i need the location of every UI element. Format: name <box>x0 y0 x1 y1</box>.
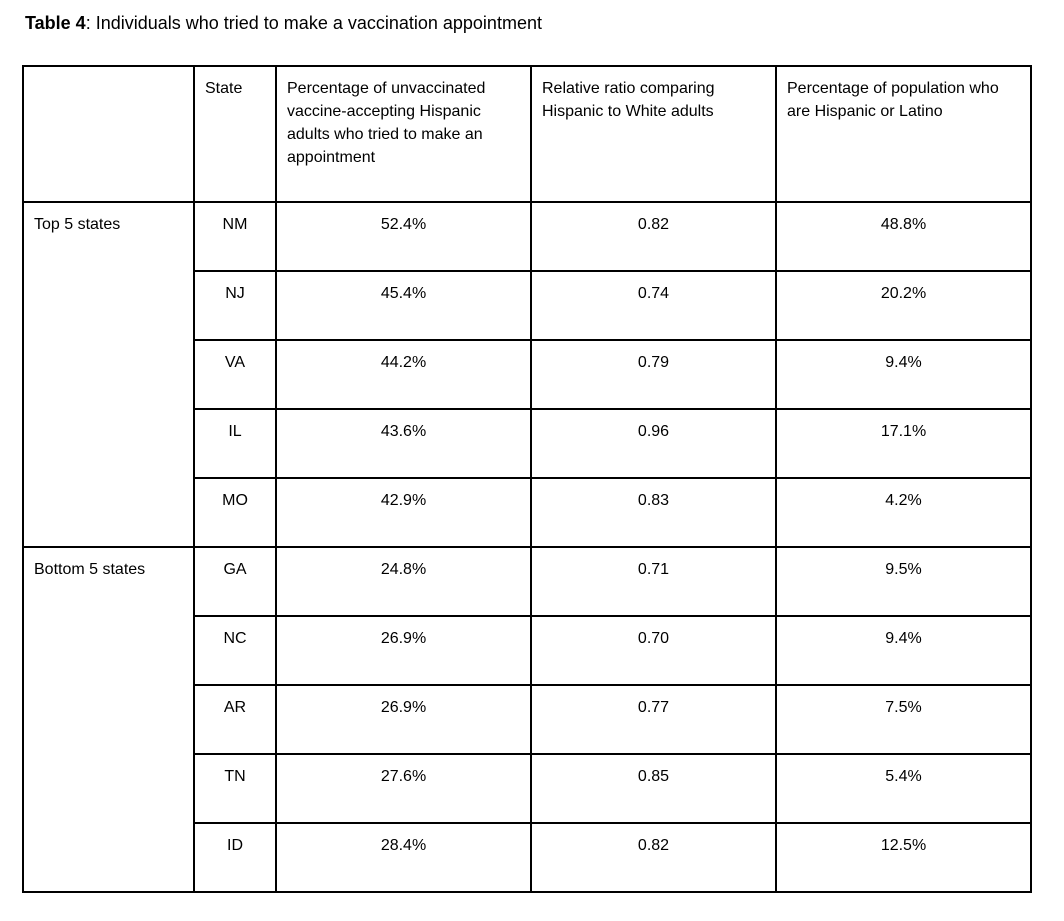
pct-population-cell: 5.4% <box>775 753 1032 824</box>
pct-tried-cell: 52.4% <box>275 201 532 272</box>
ratio-cell: 0.96 <box>530 408 777 479</box>
vaccination-appointment-table: State Percentage of unvaccinated vaccine… <box>22 65 1032 893</box>
state-cell: VA <box>193 339 277 410</box>
ratio-cell: 0.70 <box>530 615 777 686</box>
table-row: AR 26.9% 0.77 7.5% <box>23 684 1032 755</box>
pct-population-cell: 12.5% <box>775 822 1032 893</box>
ratio-cell: 0.83 <box>530 477 777 548</box>
group-label-top5: Top 5 states <box>22 201 195 548</box>
table-row: IL 43.6% 0.96 17.1% <box>23 408 1032 479</box>
state-cell: ID <box>193 822 277 893</box>
header-state: State <box>193 65 277 203</box>
state-cell: IL <box>193 408 277 479</box>
state-cell: MO <box>193 477 277 548</box>
state-cell: GA <box>193 546 277 617</box>
pct-tried-cell: 42.9% <box>275 477 532 548</box>
ratio-cell: 0.77 <box>530 684 777 755</box>
table-row: Top 5 states NM 52.4% 0.82 48.8% <box>22 201 1032 548</box>
table-row: NC 26.9% 0.70 9.4% <box>23 615 1032 686</box>
table-caption-text: : Individuals who tried to make a vaccin… <box>85 13 542 33</box>
table-caption-number: Table 4 <box>25 13 86 33</box>
table-row: ID 28.4% 0.82 12.5% <box>23 822 1032 893</box>
header-relative-ratio: Relative ratio comparing Hispanic to Whi… <box>530 65 777 203</box>
pct-tried-cell: 24.8% <box>275 546 532 617</box>
table-row: VA 44.2% 0.79 9.4% <box>23 339 1032 410</box>
ratio-cell: 0.85 <box>530 753 777 824</box>
state-cell: NM <box>193 201 277 272</box>
table-row: NJ 45.4% 0.74 20.2% <box>23 270 1032 341</box>
header-pct-hispanic-population: Percentage of population who are Hispani… <box>775 65 1032 203</box>
ratio-cell: 0.79 <box>530 339 777 410</box>
pct-tried-cell: 28.4% <box>275 822 532 893</box>
header-pct-tried-appointment: Percentage of unvaccinated vaccine-accep… <box>275 65 532 203</box>
pct-population-cell: 9.4% <box>775 615 1032 686</box>
state-cell: TN <box>193 753 277 824</box>
table-row: Bottom 5 states GA 24.8% 0.71 9.5% <box>22 546 1032 893</box>
table-row: MO 42.9% 0.83 4.2% <box>23 477 1032 548</box>
pct-tried-cell: 44.2% <box>275 339 532 410</box>
state-cell: NJ <box>193 270 277 341</box>
pct-population-cell: 7.5% <box>775 684 1032 755</box>
ratio-cell: 0.71 <box>530 546 777 617</box>
state-cell: NC <box>193 615 277 686</box>
group-label-bottom5: Bottom 5 states <box>22 546 195 893</box>
ratio-cell: 0.82 <box>530 822 777 893</box>
ratio-cell: 0.82 <box>530 201 777 272</box>
pct-population-cell: 17.1% <box>775 408 1032 479</box>
pct-population-cell: 9.4% <box>775 339 1032 410</box>
pct-tried-cell: 45.4% <box>275 270 532 341</box>
pct-tried-cell: 43.6% <box>275 408 532 479</box>
pct-tried-cell: 27.6% <box>275 753 532 824</box>
table-row: TN 27.6% 0.85 5.4% <box>23 753 1032 824</box>
table-caption: Table 4: Individuals who tried to make a… <box>25 12 542 34</box>
ratio-cell: 0.74 <box>530 270 777 341</box>
pct-population-cell: 48.8% <box>775 201 1032 272</box>
pct-population-cell: 9.5% <box>775 546 1032 617</box>
pct-population-cell: 20.2% <box>775 270 1032 341</box>
pct-tried-cell: 26.9% <box>275 615 532 686</box>
pct-population-cell: 4.2% <box>775 477 1032 548</box>
header-row: State Percentage of unvaccinated vaccine… <box>22 65 1032 203</box>
pct-tried-cell: 26.9% <box>275 684 532 755</box>
header-blank <box>22 65 195 203</box>
state-cell: AR <box>193 684 277 755</box>
